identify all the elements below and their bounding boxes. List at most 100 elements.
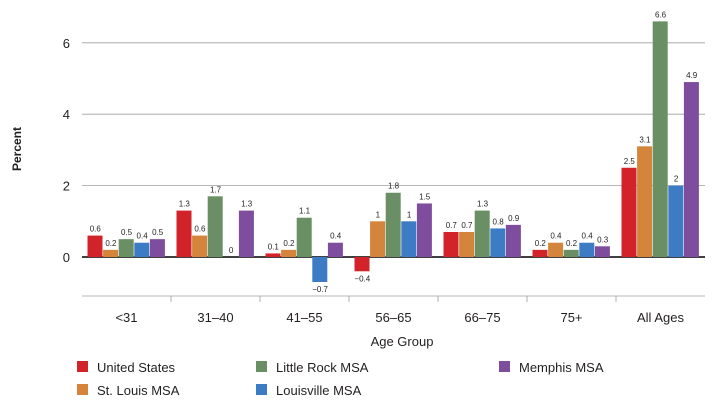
bar — [327, 242, 343, 257]
data-label: 0.9 — [508, 214, 520, 223]
data-labels: 0.60.20.5 0.4 0.51.30.61.701.30.1 0.21.1−0.… — [90, 10, 698, 294]
data-label: 6.6 — [655, 10, 667, 19]
bar — [594, 246, 610, 257]
bar — [459, 232, 475, 257]
legend-item: United States — [77, 360, 176, 375]
y-tick-label: 6 — [63, 36, 70, 51]
data-label: 2.5 — [624, 157, 636, 166]
data-label: 4.9 — [686, 71, 698, 80]
legend: United States St. Louis MSA Little Rock MS… — [77, 360, 604, 398]
data-label: 0.8 — [493, 217, 505, 226]
bar — [265, 253, 281, 257]
data-label: 0 — [229, 246, 234, 255]
data-label: 0.7 — [446, 221, 458, 230]
data-label: 1 — [376, 210, 381, 219]
bar — [192, 235, 208, 257]
x-tick-label: 66–75 — [464, 310, 500, 325]
legend-item: Louisville MSA — [256, 383, 362, 398]
y-tick-label: 4 — [63, 107, 70, 122]
bar — [312, 257, 328, 282]
x-tick-label: <31 — [115, 310, 137, 325]
bar — [683, 82, 699, 257]
bar — [238, 210, 254, 257]
data-label: 0.6 — [90, 225, 102, 234]
legend-item: Memphis MSA — [499, 360, 604, 375]
data-label: 0.3 — [597, 235, 609, 244]
data-label: 0.1 — [268, 242, 280, 251]
bar — [207, 196, 223, 257]
data-label: 0.2 — [283, 239, 295, 248]
legend-label: Memphis MSA — [519, 360, 604, 375]
bar — [532, 249, 548, 257]
data-label: 1.5 — [419, 192, 431, 201]
data-label: 0.2 — [105, 239, 117, 248]
legend-label: St. Louis MSA — [97, 383, 180, 398]
data-label: 0.4 — [582, 232, 594, 241]
data-label: 1.3 — [477, 200, 489, 209]
legend-label: Little Rock MSA — [276, 360, 369, 375]
x-tick-label: 75+ — [560, 310, 582, 325]
data-label: 1.1 — [299, 207, 311, 216]
y-axis-title: Percent — [10, 127, 24, 171]
x-tick-labels: <31 31–40 41–55 56–65 66–75 75+ All Ages — [115, 310, 684, 325]
data-label: 1.8 — [388, 182, 400, 191]
data-label: 1.3 — [179, 200, 191, 209]
y-tick-label: 2 — [63, 179, 70, 194]
data-label: −0.7 — [312, 285, 328, 294]
bar — [370, 221, 386, 257]
data-label: 0.4 — [137, 232, 149, 241]
bar — [579, 242, 595, 257]
x-tick-label: 41–55 — [286, 310, 322, 325]
grid-layer — [82, 42, 705, 302]
bar — [87, 235, 103, 257]
bar — [103, 249, 119, 257]
data-label: 1.3 — [241, 200, 253, 209]
x-tick-label: All Ages — [637, 310, 684, 325]
data-label: 3.1 — [639, 135, 651, 144]
bar — [281, 249, 297, 257]
bar — [416, 203, 432, 257]
legend-item: Little Rock MSA — [256, 360, 369, 375]
data-label: 0.2 — [566, 239, 578, 248]
bar — [296, 217, 312, 257]
bar — [385, 192, 401, 257]
bar — [149, 239, 165, 257]
legend-swatch — [256, 384, 267, 395]
bar — [505, 224, 521, 257]
bar — [443, 232, 459, 257]
legend-swatch — [77, 384, 88, 395]
legend-label: Louisville MSA — [276, 383, 362, 398]
bar — [176, 210, 192, 257]
bar — [652, 21, 668, 257]
legend-swatch — [499, 361, 510, 372]
bar — [474, 210, 490, 257]
legend-swatch — [256, 361, 267, 372]
bars-layer — [87, 21, 699, 282]
data-label: 0.5 — [152, 228, 164, 237]
data-label: 0.2 — [535, 239, 547, 248]
data-label: −0.4 — [354, 274, 370, 283]
data-label: 0.4 — [550, 232, 562, 241]
bar — [490, 228, 506, 257]
x-tick-label: 56–65 — [375, 310, 411, 325]
data-label: 2 — [674, 175, 679, 184]
bar — [354, 257, 370, 272]
data-label: 0.5 — [121, 228, 133, 237]
data-label: 0.4 — [330, 232, 342, 241]
bar — [637, 146, 653, 257]
x-axis-title: Age Group — [371, 334, 434, 349]
bar — [621, 167, 637, 257]
legend-swatch — [77, 361, 88, 372]
data-label: 1 — [407, 210, 412, 219]
bar — [134, 242, 150, 257]
legend-item: St. Louis MSA — [77, 383, 180, 398]
bar — [401, 221, 417, 257]
x-tick-label: 31–40 — [197, 310, 233, 325]
bar — [118, 239, 134, 257]
y-tick-labels: 0 2 4 6 — [63, 36, 70, 265]
data-label: 0.7 — [461, 221, 473, 230]
bar — [563, 249, 579, 257]
bar — [668, 185, 684, 257]
